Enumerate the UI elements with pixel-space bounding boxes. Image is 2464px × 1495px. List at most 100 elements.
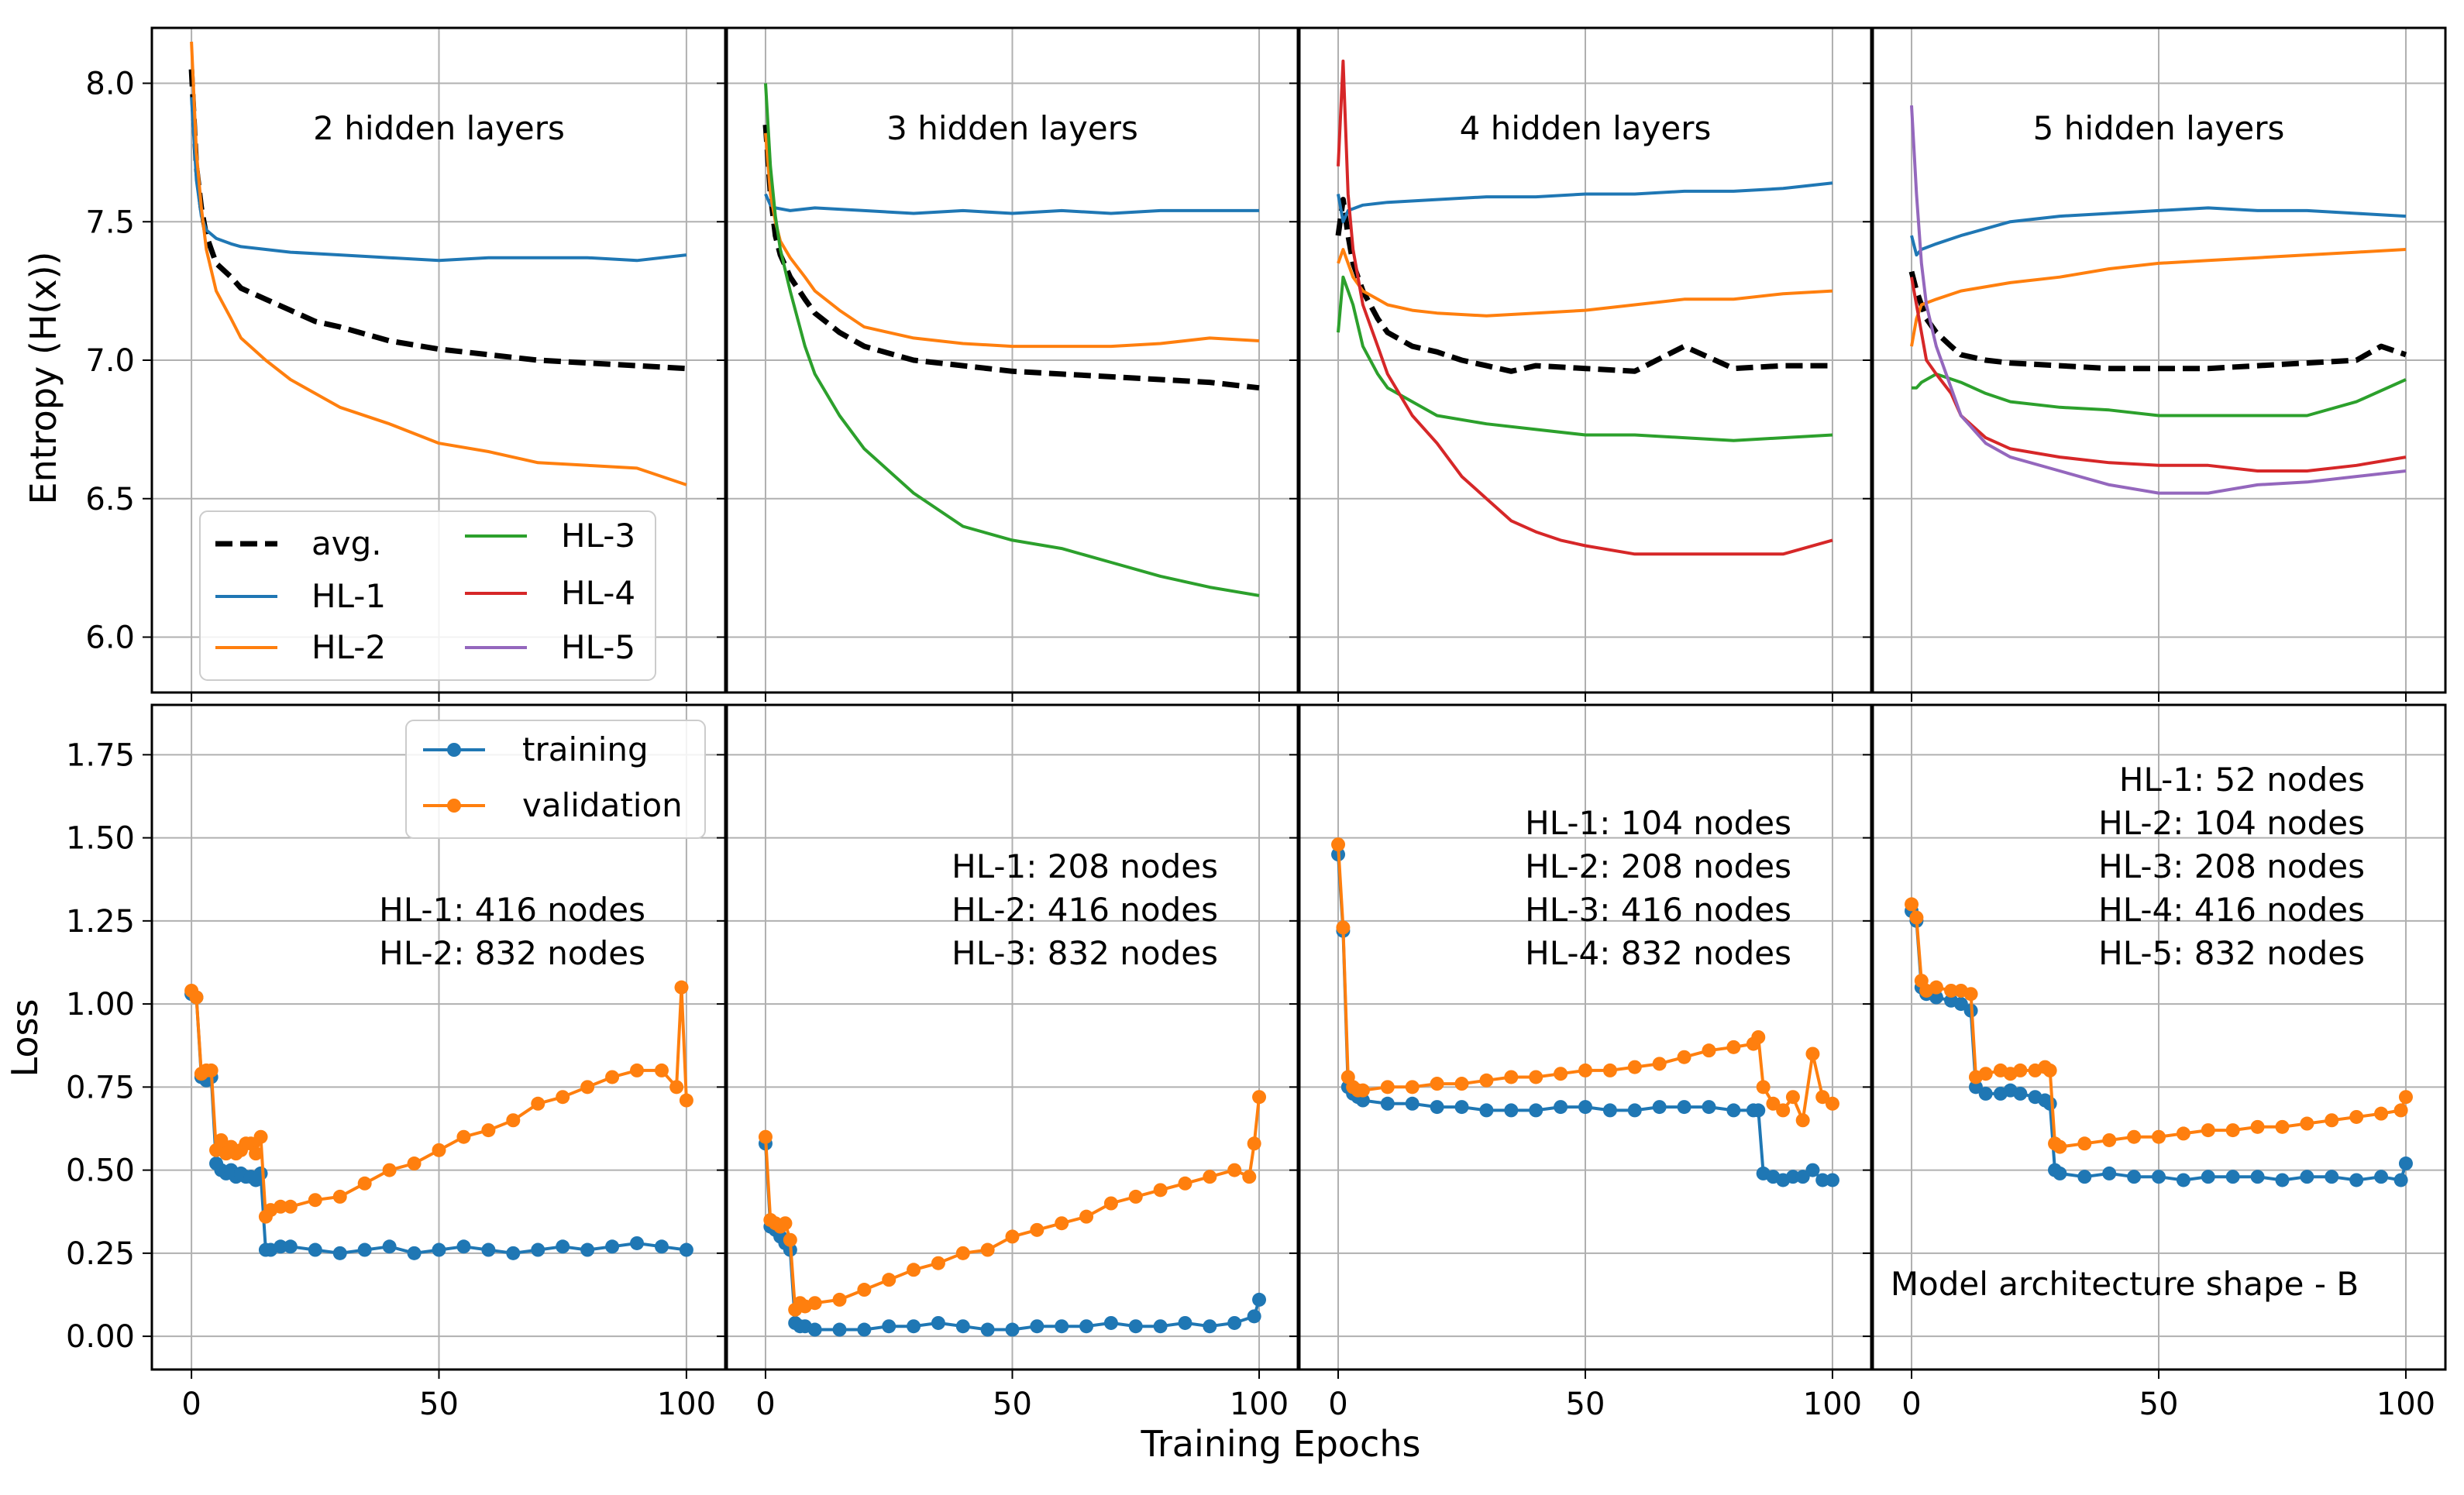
point-validation (1909, 910, 1924, 925)
point-validation (1756, 1080, 1771, 1095)
point-training (654, 1239, 669, 1254)
nodes-annotation: HL-3: 832 nodes (952, 934, 1218, 972)
point-validation (783, 1232, 797, 1247)
y-tick-label: 6.0 (85, 620, 135, 656)
point-validation (654, 1063, 669, 1077)
point-validation (382, 1163, 397, 1177)
point-training (2225, 1170, 2240, 1184)
loss-ylabel: Loss (4, 999, 46, 1077)
panel-title: 3 hidden layers (886, 109, 1138, 147)
point-training (456, 1239, 471, 1254)
legend-label-hl5: HL-5 (561, 628, 635, 666)
point-training (2053, 1166, 2067, 1181)
point-validation (2077, 1136, 2092, 1151)
point-training (1247, 1309, 1261, 1324)
point-training (1677, 1100, 1691, 1115)
point-training (1578, 1100, 1592, 1115)
point-validation (758, 1129, 773, 1144)
series-avg (1908, 270, 2407, 372)
point-validation (1479, 1073, 1494, 1088)
point-training (980, 1322, 995, 1337)
nodes-annotation: HL-1: 416 nodes (379, 891, 645, 929)
point-training (1153, 1319, 1168, 1334)
nodes-annotation: HL-2: 416 nodes (952, 891, 1218, 929)
nodes-annotation: HL-4: 832 nodes (1525, 934, 1791, 972)
y-tick-label: 8.0 (85, 67, 135, 102)
point-training (630, 1236, 645, 1250)
point-training (580, 1242, 595, 1257)
point-validation (456, 1129, 471, 1144)
point-training (1380, 1096, 1395, 1111)
y-tick-label: 7.5 (85, 204, 135, 240)
nodes-annotation: HL-1: 52 nodes (2119, 761, 2365, 799)
point-validation (1751, 1030, 1766, 1044)
point-validation (580, 1080, 595, 1095)
point-validation (1815, 1090, 1830, 1105)
panel-title: 2 hidden layers (313, 109, 565, 147)
entropy-panel-3: 4 hidden layers (1289, 26, 1874, 702)
point-training (2102, 1166, 2117, 1181)
x-tick-label: 50 (993, 1387, 1032, 1422)
x-axis-label: Training Epochs (1141, 1423, 1421, 1465)
series-hl5 (1910, 105, 2407, 495)
point-training (931, 1315, 945, 1330)
point-validation (807, 1296, 822, 1311)
point-validation (357, 1176, 372, 1191)
point-validation (308, 1193, 322, 1208)
point-validation (1702, 1043, 1716, 1058)
point-validation (332, 1189, 347, 1204)
entropy-ylabel: Entropy (H(x)) (22, 252, 64, 505)
point-training (1815, 1173, 1830, 1187)
point-training (2325, 1170, 2339, 1184)
point-validation (1355, 1083, 1370, 1098)
point-training (1929, 990, 1943, 1005)
point-validation (1602, 1063, 1617, 1077)
point-validation (1336, 920, 1351, 935)
point-training (2127, 1170, 2142, 1184)
legend-label-hl1: HL-1 (311, 577, 386, 615)
point-validation (1030, 1222, 1044, 1237)
nodes-annotation: HL-2: 832 nodes (379, 934, 645, 972)
point-training (481, 1242, 496, 1257)
point-validation (1153, 1183, 1168, 1198)
point-training (2201, 1170, 2215, 1184)
point-validation (857, 1283, 872, 1297)
point-training (2042, 1096, 2057, 1111)
point-training (382, 1239, 397, 1254)
point-training (832, 1322, 847, 1337)
y-tick-label: 1.50 (66, 821, 135, 857)
point-training (1602, 1103, 1617, 1118)
model-architecture-caption: Model architecture shape - B (1891, 1265, 2359, 1303)
series-hl4 (1337, 59, 1833, 556)
y-tick-label: 0.25 (66, 1236, 135, 1272)
point-validation (2013, 1063, 2028, 1077)
loss-panel-3: 0 50 100 HL-1: 104 nodes HL-2: 208 nodes HL-3… (1289, 703, 1874, 1422)
y-tick-label: 0.50 (66, 1153, 135, 1189)
point-training (1454, 1100, 1469, 1115)
point-training (253, 1166, 268, 1181)
point-training (2250, 1170, 2265, 1184)
point-validation (1227, 1163, 1242, 1177)
point-validation (669, 1080, 684, 1095)
series-avg (1335, 197, 1833, 374)
point-training (1227, 1315, 1242, 1330)
legend-label-hl4: HL-4 (561, 574, 635, 612)
point-training (1178, 1315, 1192, 1330)
point-validation (2053, 1139, 2067, 1154)
series-hl2 (1337, 248, 1833, 318)
nodes-annotation: HL-3: 208 nodes (2098, 847, 2365, 885)
point-training (807, 1322, 822, 1337)
point-training (1055, 1319, 1069, 1334)
point-training (882, 1319, 896, 1334)
point-validation (2102, 1132, 2117, 1147)
point-validation (1405, 1080, 1420, 1095)
y-tick-label: 1.00 (66, 987, 135, 1022)
point-validation (1079, 1209, 1094, 1224)
nodes-annotation: HL-3: 416 nodes (1525, 891, 1791, 929)
point-validation (1929, 980, 1943, 995)
point-validation (189, 990, 204, 1005)
point-validation (2127, 1129, 2142, 1144)
point-validation (955, 1246, 970, 1260)
legend-label-hl2: HL-2 (311, 628, 386, 666)
point-validation (1242, 1170, 1257, 1184)
